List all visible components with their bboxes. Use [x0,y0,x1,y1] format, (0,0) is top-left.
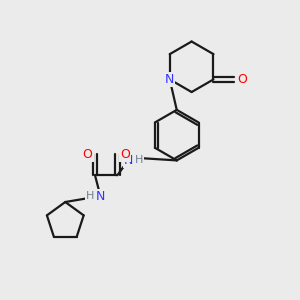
Text: O: O [120,148,130,161]
Text: H: H [85,191,94,201]
Text: H: H [85,191,94,201]
Text: H: H [135,155,143,165]
Text: N: N [165,73,174,86]
Text: N: N [124,154,133,167]
Text: O: O [82,148,92,161]
Text: N: N [165,73,174,86]
Text: N: N [96,190,105,202]
Text: N: N [96,190,105,202]
Text: O: O [237,73,247,86]
